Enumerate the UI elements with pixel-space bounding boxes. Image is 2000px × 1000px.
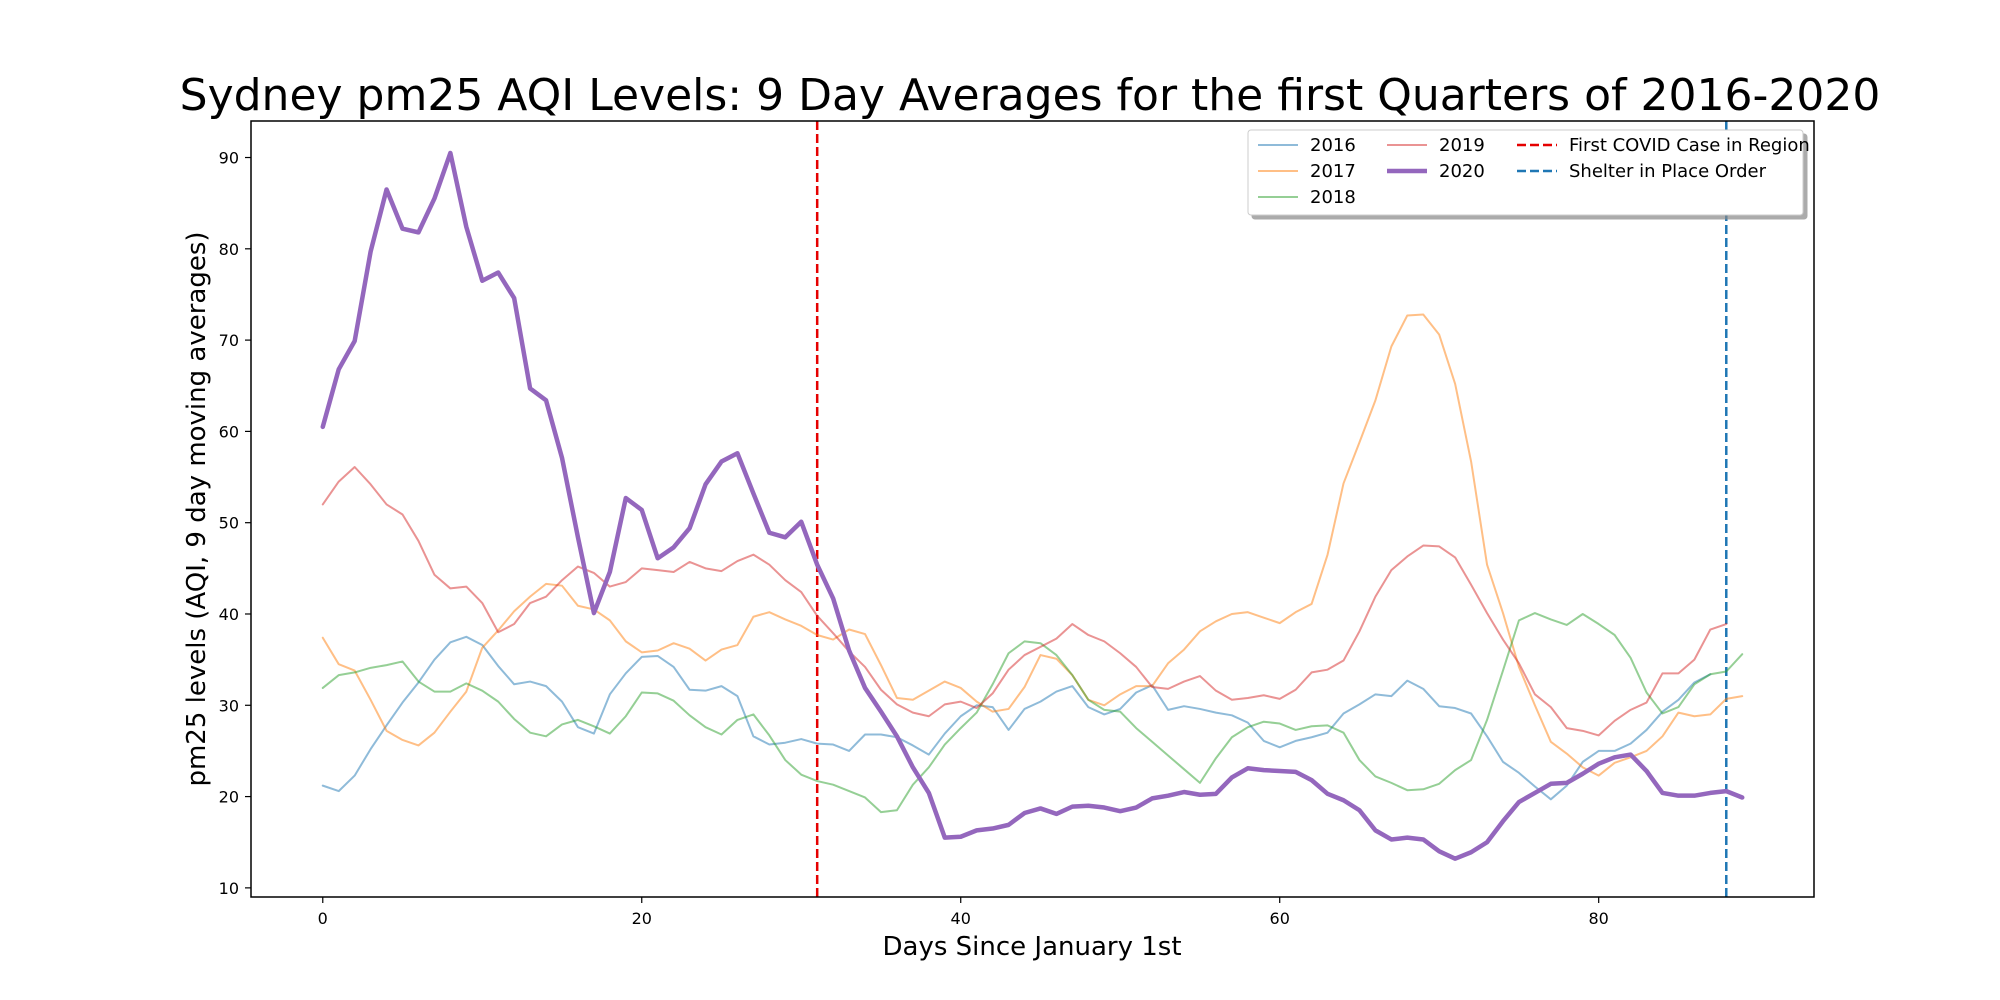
series-line-2019 xyxy=(321,466,1728,737)
legend: 2016 2017 2018 2019 2020 First COVID Case in … xyxy=(1247,129,1810,216)
series-line-2020 xyxy=(320,150,1745,861)
y-axis-label: pm25 levels (AQI, 9 day moving averages) xyxy=(182,231,212,786)
legend-label: First COVID Case in Region xyxy=(1569,135,1810,156)
series-line-2016 xyxy=(321,635,1712,801)
legend-label: 2020 xyxy=(1439,161,1485,182)
series-line-2017 xyxy=(321,313,1744,777)
y-tick-label: 90 xyxy=(219,149,239,168)
plot-area: 0 20 40 60 80 10 20 30 40 50 60 70 80 90 xyxy=(219,120,1815,928)
legend-box xyxy=(1247,129,1804,216)
y-tick-label: 10 xyxy=(219,879,239,898)
y-tick-label: 40 xyxy=(219,605,239,624)
legend-label: 2018 xyxy=(1310,187,1356,208)
y-tick-label: 60 xyxy=(219,422,239,441)
chart-title: Sydney pm25 AQI Levels: 9 Day Averages f… xyxy=(180,70,1881,121)
y-tick-label: 30 xyxy=(219,696,239,715)
y-tick-label: 80 xyxy=(219,240,239,259)
y-tick-label: 50 xyxy=(219,514,239,533)
x-tick-label: 80 xyxy=(1589,909,1609,928)
series-line-2018 xyxy=(321,612,1744,814)
legend-label: Shelter in Place Order xyxy=(1569,161,1767,182)
y-tick-label: 20 xyxy=(219,788,239,807)
plot-frame xyxy=(250,120,1815,898)
x-axis-label: Days Since January 1st xyxy=(882,932,1181,962)
y-axis: 10 20 30 40 50 60 70 80 90 xyxy=(219,149,251,898)
x-axis: 0 20 40 60 80 xyxy=(318,897,1609,928)
x-tick-label: 20 xyxy=(632,909,652,928)
legend-label: 2019 xyxy=(1439,135,1485,156)
x-tick-label: 60 xyxy=(1270,909,1290,928)
x-tick-label: 0 xyxy=(318,909,328,928)
legend-label: 2017 xyxy=(1310,161,1356,182)
y-tick-label: 70 xyxy=(219,331,239,350)
legend-label: 2016 xyxy=(1310,135,1356,156)
x-tick-label: 40 xyxy=(951,909,971,928)
